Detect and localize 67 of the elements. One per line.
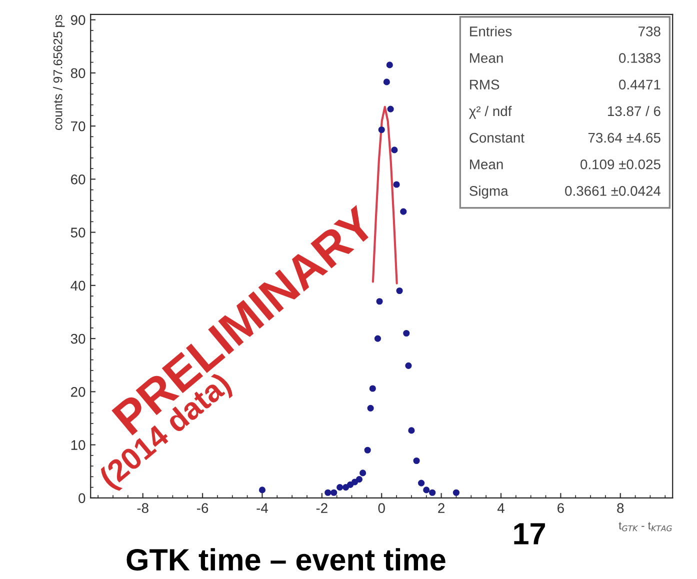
point	[374, 335, 382, 342]
point	[386, 62, 393, 68]
y-tick-label: 90	[70, 15, 86, 25]
point	[387, 106, 394, 112]
x-tick-label: -4	[256, 503, 268, 513]
line-series	[372, 106, 398, 284]
point	[429, 489, 436, 496]
x-tick-label: 2	[438, 503, 444, 513]
annotation: Sigma	[470, 186, 508, 199]
point	[324, 489, 332, 496]
point	[376, 298, 383, 305]
annotation: 13.87 / 6	[608, 106, 660, 116]
point	[423, 486, 430, 494]
y-tick-label: 30	[70, 334, 86, 344]
point	[405, 362, 412, 369]
point	[336, 484, 344, 491]
point	[391, 146, 398, 154]
x-tick-label: 0	[378, 503, 385, 514]
x-tick-label: -6	[196, 503, 208, 514]
point	[356, 476, 363, 483]
annotation: 0.1383	[619, 53, 660, 63]
point	[351, 478, 358, 486]
x-tick-label: -2	[316, 503, 328, 513]
point	[378, 126, 385, 134]
annotation: RMS	[470, 80, 500, 90]
y-tick-label: 0	[78, 493, 86, 504]
y-tick-label: 20	[71, 387, 86, 397]
point	[369, 385, 376, 392]
y-axis-title: counts / 97.65625 ps	[53, 14, 65, 130]
annotation: Mean	[470, 160, 503, 170]
annotation: Constant	[470, 132, 524, 143]
point	[408, 427, 415, 434]
y-tick-label: 50	[70, 228, 86, 238]
y-tick-label: 80	[70, 68, 86, 78]
annotation: Mean	[470, 53, 503, 63]
x-axis-title: t$_{GTK}$ - t$_{KTAG}$	[618, 522, 672, 532]
annotation: χ² / ndf	[469, 106, 512, 119]
text: GTK time – event time	[126, 548, 446, 571]
x-tick-label: -8	[137, 503, 148, 514]
y-tick-label: 10	[71, 440, 86, 450]
point	[418, 480, 425, 486]
point	[400, 208, 407, 215]
x-tick-label: 8	[617, 503, 624, 514]
point	[452, 489, 460, 496]
annotation: Entries	[470, 26, 512, 36]
point	[330, 489, 338, 496]
point	[396, 287, 403, 294]
text: 17	[514, 523, 545, 544]
y-tick-label: 40	[70, 280, 86, 291]
x-tick-label: 6	[558, 503, 564, 514]
point	[346, 481, 354, 488]
point	[403, 330, 410, 337]
point	[413, 457, 420, 464]
y-tick-label: 70	[71, 121, 86, 132]
annotation: 0.4471	[619, 80, 660, 90]
y-tick-label: 60	[71, 174, 86, 184]
point	[360, 470, 366, 476]
point	[342, 484, 350, 491]
annotation: 738	[638, 26, 660, 36]
point	[393, 181, 400, 188]
point	[364, 446, 371, 454]
annotation: 73.64 ±4.65	[588, 132, 660, 143]
x-tick-label: 4	[497, 503, 504, 513]
point	[258, 486, 266, 494]
annotation: 0.109 ±0.025	[580, 159, 660, 170]
point	[383, 78, 390, 86]
annotation: 0.3661 ±0.0424	[565, 186, 661, 196]
